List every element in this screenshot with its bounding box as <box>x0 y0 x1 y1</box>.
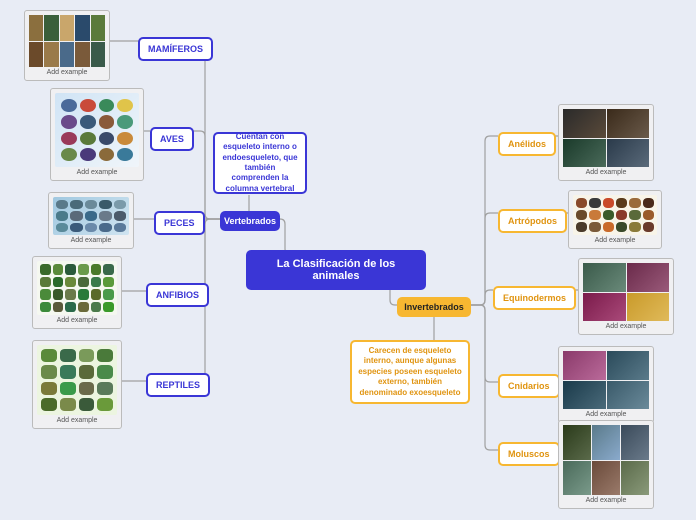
node-aves[interactable]: AVES <box>150 127 194 151</box>
example-anelidos[interactable]: Add example <box>558 104 654 181</box>
example-reptiles[interactable]: Add example <box>32 340 122 429</box>
node-moluscos[interactable]: Moluscos <box>498 442 560 466</box>
example-mamiferos[interactable]: Add example <box>24 10 110 81</box>
example-peces[interactable]: Add example <box>48 192 134 249</box>
node-equinodermos[interactable]: Equinodermos <box>493 286 576 310</box>
node-mamiferos[interactable]: MAMÍFEROS <box>138 37 213 61</box>
root-node[interactable]: La Clasificación de los animales <box>246 250 426 290</box>
node-cnidarios[interactable]: Cnidarios <box>498 374 560 398</box>
example-artropodos[interactable]: Add example <box>568 190 662 249</box>
example-anfibios[interactable]: Add example <box>32 256 122 329</box>
node-anfibios[interactable]: ANFIBIOS <box>146 283 209 307</box>
add-example-label: Add example <box>583 323 669 330</box>
example-cnidarios[interactable]: Add example <box>558 346 654 423</box>
node-vertebrados[interactable]: Vertebrados <box>220 211 280 231</box>
add-example-label: Add example <box>563 169 649 176</box>
desc-vertebrados: Cuentan con esqueleto interno o endoesqu… <box>213 132 307 194</box>
add-example-label: Add example <box>563 497 649 504</box>
node-peces[interactable]: PECES <box>154 211 205 235</box>
node-reptiles[interactable]: REPTILES <box>146 373 210 397</box>
example-aves[interactable]: Add example <box>50 88 144 181</box>
desc-invertebrados: Carecen de esqueleto interno, aunque alg… <box>350 340 470 404</box>
add-example-label: Add example <box>573 237 657 244</box>
example-moluscos[interactable]: Add example <box>558 420 654 509</box>
node-invertebrados[interactable]: Invertebrados <box>397 297 471 317</box>
add-example-label: Add example <box>37 317 117 324</box>
add-example-label: Add example <box>55 169 139 176</box>
add-example-label: Add example <box>29 69 105 76</box>
add-example-label: Add example <box>37 417 117 424</box>
example-equinodermos[interactable]: Add example <box>578 258 674 335</box>
node-anelidos[interactable]: Anélidos <box>498 132 556 156</box>
add-example-label: Add example <box>563 411 649 418</box>
add-example-label: Add example <box>53 237 129 244</box>
node-artropodos[interactable]: Artrópodos <box>498 209 567 233</box>
